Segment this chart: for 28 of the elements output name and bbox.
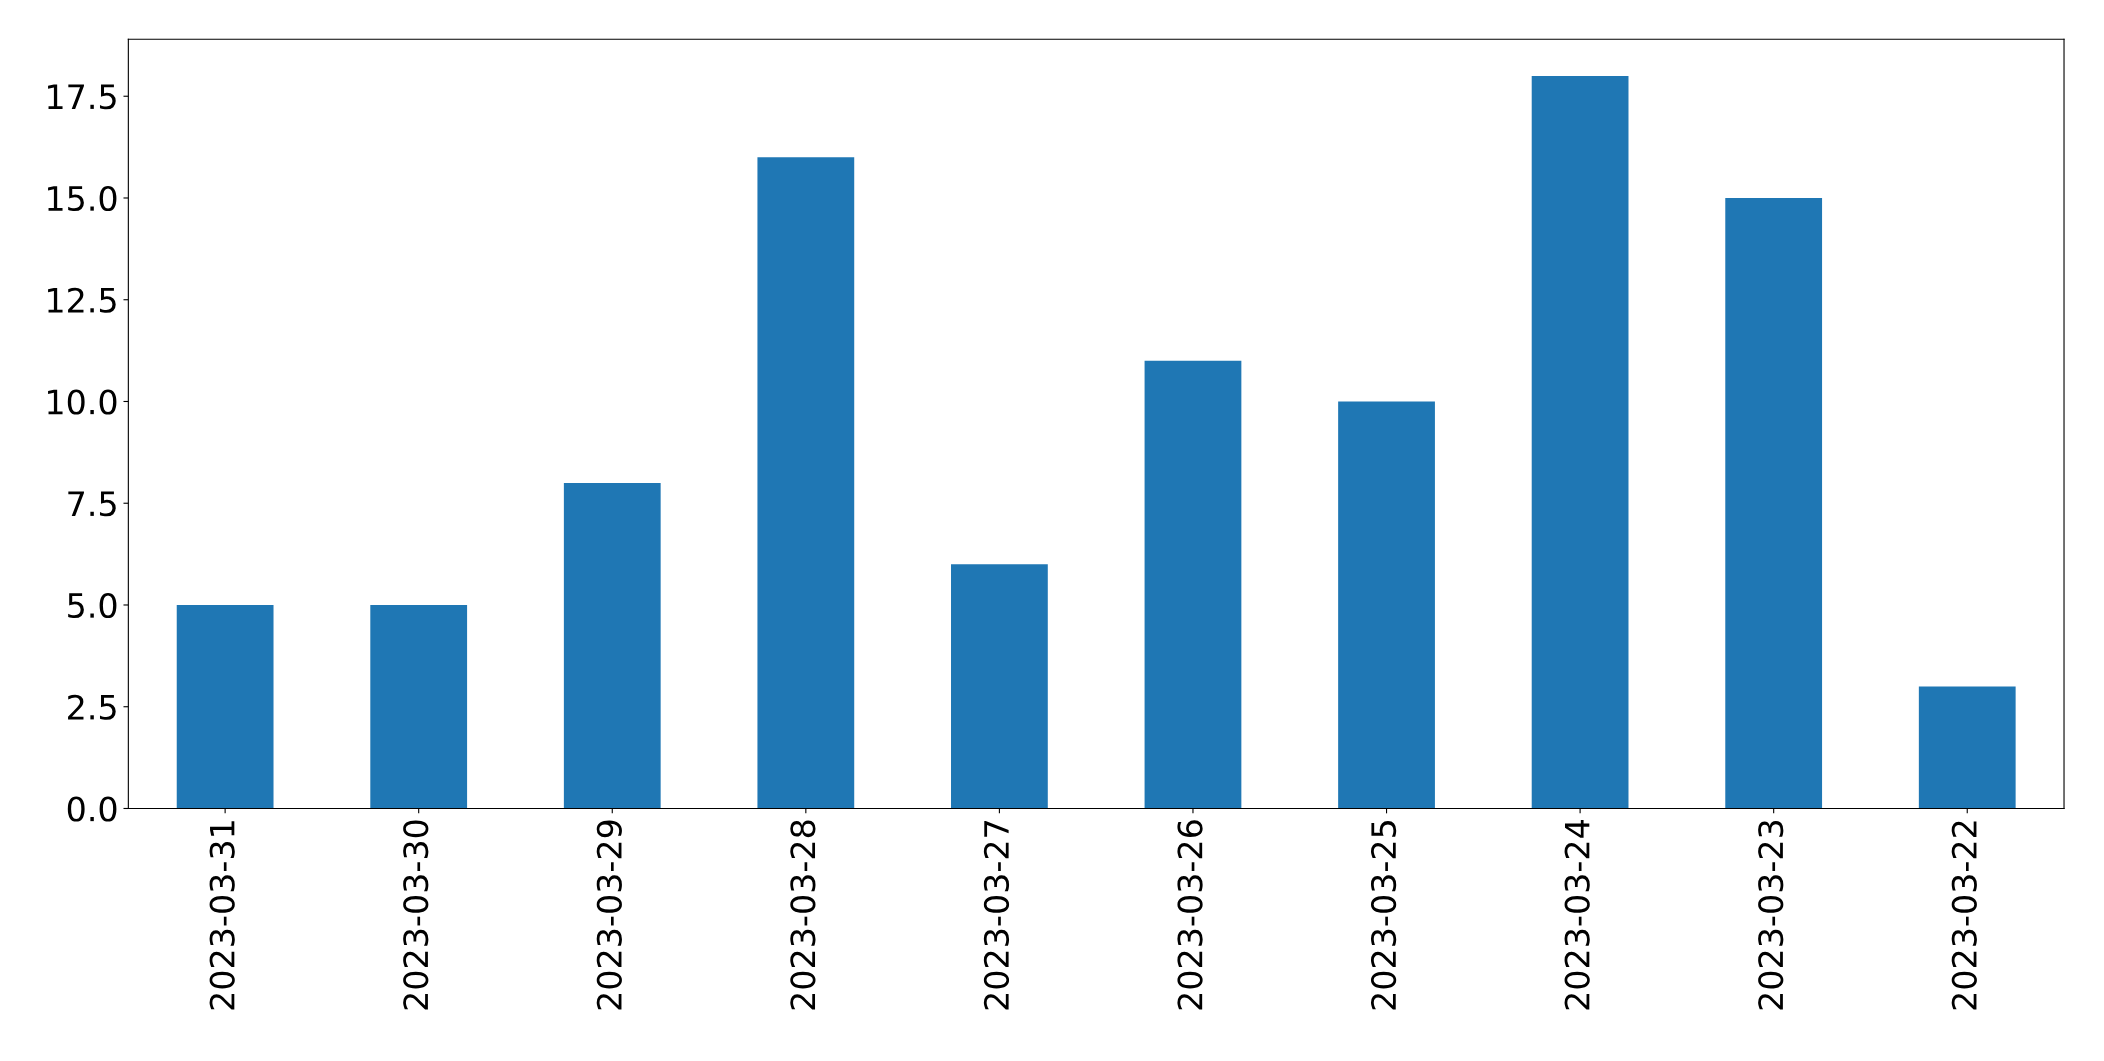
- y-tick-label: 7.5: [68, 491, 116, 517]
- bar: [1725, 197, 1823, 809]
- bar: [951, 564, 1048, 809]
- x-tick-label: 2023-03-27: [983, 821, 1010, 1010]
- bar: [176, 604, 274, 809]
- x-tick-label: 2023-03-28: [790, 820, 816, 1010]
- bar: [1144, 360, 1242, 809]
- y-tick-label: 15.0: [48, 185, 117, 212]
- bar: [1531, 75, 1629, 809]
- x-tick-label: 2023-03-31: [209, 821, 235, 1010]
- y-tick-label: 17.5: [48, 84, 116, 110]
- bar: [757, 157, 855, 809]
- y-tick-label: 0.0: [67, 796, 117, 822]
- y-tick-label: 12.5: [48, 287, 116, 313]
- bar: [370, 604, 468, 809]
- bar: [1338, 401, 1435, 809]
- x-tick-label: 2023-03-22: [1951, 821, 1977, 1010]
- x-tick-label: 2023-03-29: [596, 820, 622, 1010]
- x-tick-label: 2023-03-26: [1177, 820, 1203, 1010]
- y-tick-label: 10.0: [48, 389, 117, 415]
- bar: [1918, 686, 2016, 809]
- y-tick-label: 2.5: [68, 694, 116, 720]
- x-tick-label: 2023-03-24: [1564, 820, 1590, 1010]
- x-tick-label: 2023-03-23: [1758, 820, 1784, 1010]
- y-tick-label: 5.0: [68, 592, 117, 619]
- x-tick-label: 2023-03-25: [1370, 821, 1397, 1010]
- bar: [563, 482, 661, 809]
- x-tick-label: 2023-03-30: [403, 820, 429, 1010]
